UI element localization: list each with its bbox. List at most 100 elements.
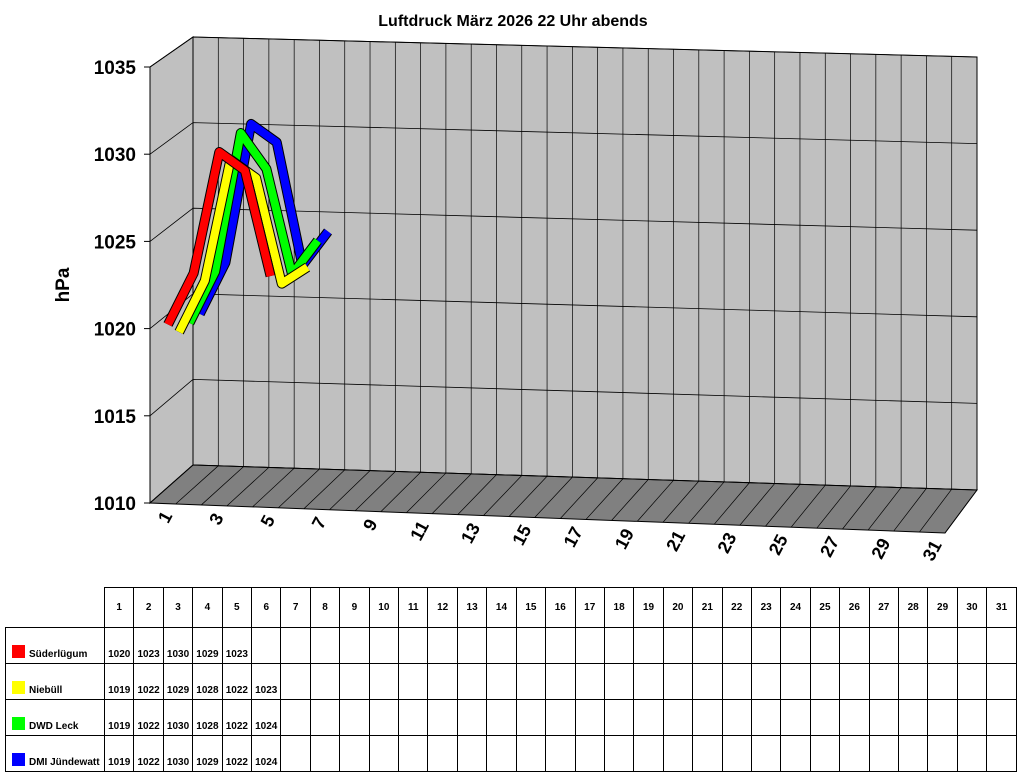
- value-cell: [868, 699, 899, 736]
- value-cell: [456, 699, 488, 736]
- value-cell: [545, 663, 576, 700]
- horizontal-gridline: [149, 36, 978, 68]
- value-cell: [809, 627, 841, 664]
- day-header: 1: [103, 587, 135, 628]
- floor-gridline: [739, 483, 775, 526]
- data-table: 1 2 3 4 5 6 7 8 9 10 11 12 13 14 15 16 17 18 19 20 21 22 23 24 2…: [5, 587, 1017, 772]
- floor-gridline: [713, 482, 750, 525]
- day-header: 13: [456, 587, 488, 628]
- value-cell: [280, 735, 311, 772]
- floor-gridline: [611, 479, 649, 521]
- day-header: 2: [133, 587, 164, 628]
- series-name: Süderlügum: [29, 649, 88, 660]
- value-cell: [956, 627, 988, 664]
- day-header: 27: [868, 587, 899, 628]
- floor-gridline: [329, 470, 371, 511]
- y-tick-label: 1015: [94, 407, 137, 428]
- value-cell: 1028: [192, 663, 223, 700]
- value-cell: [956, 699, 988, 736]
- value-cell: [574, 627, 605, 664]
- value-cell: [456, 735, 488, 772]
- value-cell: [603, 627, 635, 664]
- horizontal-gridline: [149, 122, 978, 155]
- table-header-row: 1 2 3 4 5 6 7 8 9 10 11 12 13 14 15 16 17 18 19 20 21 22 23 24 2…: [5, 587, 1017, 628]
- x-tick-label: 27: [816, 533, 843, 560]
- value-cell: [780, 663, 811, 700]
- value-cell: [368, 699, 400, 736]
- value-cell: [662, 627, 694, 664]
- value-cell: [897, 735, 929, 772]
- value-cell: [839, 627, 870, 664]
- value-cell: 1030: [162, 699, 194, 736]
- floor-gridline: [944, 489, 978, 534]
- value-cell: [603, 735, 635, 772]
- x-tick-label: 17: [560, 523, 587, 550]
- floor-gridline: [688, 481, 725, 524]
- day-header: 22: [721, 587, 752, 628]
- x-tick-label: 19: [611, 525, 638, 552]
- day-header: 26: [839, 587, 870, 628]
- floor-gridline: [483, 475, 523, 516]
- floor-gridline: [919, 488, 952, 533]
- day-header: 6: [251, 587, 282, 628]
- floor-gridline: [790, 484, 826, 528]
- value-cell: [545, 699, 576, 736]
- value-cell: 1022: [221, 699, 253, 736]
- floor-gridline: [662, 480, 700, 523]
- horizontal-gridline: [149, 464, 978, 504]
- value-cell: 1023: [221, 627, 253, 664]
- value-cell: [750, 735, 782, 772]
- x-tick-label: 15: [508, 522, 535, 549]
- value-cell: [839, 699, 870, 736]
- day-header: 10: [368, 587, 400, 628]
- value-cell: [839, 663, 870, 700]
- floor-gridline: [277, 468, 320, 509]
- day-header: 14: [486, 587, 517, 628]
- value-cell: 1022: [133, 735, 164, 772]
- value-cell: [633, 699, 664, 736]
- value-cell: [427, 627, 458, 664]
- y-tick-label: 1030: [94, 145, 136, 166]
- day-header: 18: [603, 587, 635, 628]
- series-name-cell: Süderlügum: [5, 627, 105, 664]
- chart: Luftdruck März 2026 22 Uhr abends 101010…: [53, 13, 978, 564]
- day-header: 28: [897, 587, 929, 628]
- value-cell: [398, 735, 429, 772]
- day-header: 30: [956, 587, 988, 628]
- value-cell: [398, 663, 429, 700]
- chart-walls: [148, 36, 978, 534]
- value-cell: [633, 735, 664, 772]
- value-cell: [309, 663, 341, 700]
- floor-gridline: [406, 472, 447, 513]
- table-corner: [5, 587, 105, 628]
- value-cell: [692, 735, 723, 772]
- floor-gridline: [201, 466, 244, 506]
- y-tick-label: 1020: [94, 320, 136, 341]
- value-cell: [721, 627, 752, 664]
- y-axis-ticks: 1010 1015 1020 1025 1030 1035: [94, 58, 137, 515]
- floor-gridline: [560, 477, 598, 519]
- value-cell: 1029: [192, 627, 223, 664]
- value-cell: [574, 699, 605, 736]
- series-line: [164, 148, 275, 327]
- value-cell: [927, 627, 958, 664]
- value-cell: [809, 735, 841, 772]
- value-cell: [927, 663, 958, 700]
- value-cell: [780, 699, 811, 736]
- horizontal-gridline: [149, 378, 978, 417]
- floor-gridline: [508, 476, 548, 517]
- value-cell: 1023: [251, 663, 282, 700]
- chart-title: Luftdruck März 2026 22 Uhr abends: [378, 13, 648, 30]
- x-tick-label: 29: [867, 535, 894, 562]
- floor-gridline: [636, 480, 674, 522]
- table-row: DWD Leck 1019 1022 1030 1028 1022 1024: [5, 699, 1017, 736]
- floor-gridline: [252, 467, 295, 508]
- value-cell: [339, 627, 370, 664]
- y-tick-label: 1035: [94, 58, 137, 79]
- value-cell: [633, 663, 664, 700]
- value-cell: 1022: [133, 663, 164, 700]
- y-axis-label: hPa: [53, 267, 74, 302]
- table-row: Süderlügum 1020 1023 1030 1029 1023: [5, 627, 1017, 664]
- value-cell: [368, 627, 400, 664]
- day-header: 4: [192, 587, 223, 628]
